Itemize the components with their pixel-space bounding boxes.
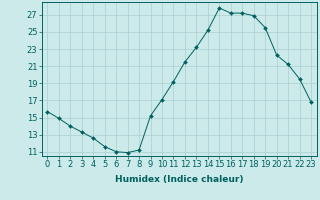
X-axis label: Humidex (Indice chaleur): Humidex (Indice chaleur) [115,175,244,184]
